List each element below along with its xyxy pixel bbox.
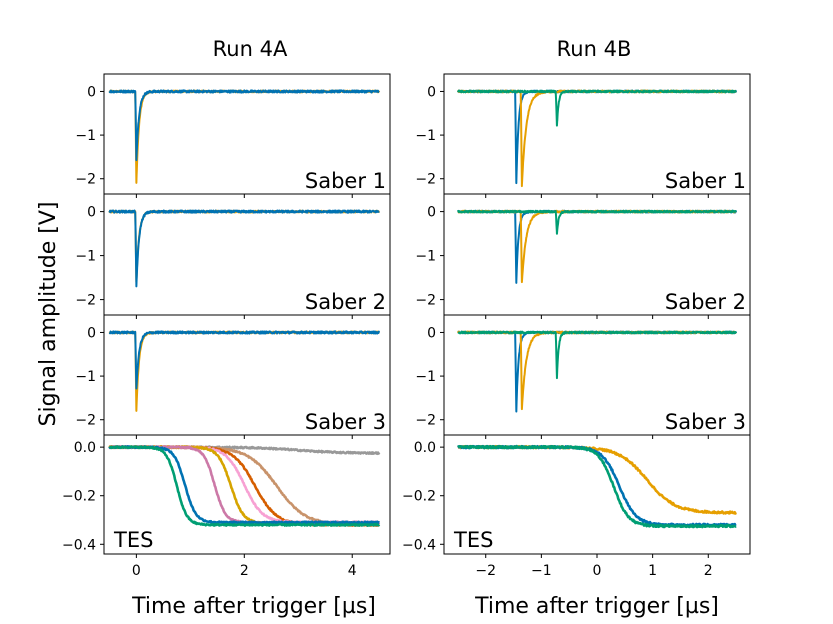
series-group bbox=[108, 445, 381, 527]
column-title-run-4a: Run 4A bbox=[213, 37, 288, 61]
series-line-green bbox=[457, 444, 737, 529]
y-tick-label: −1 bbox=[415, 128, 436, 144]
column-title-run-4b: Run 4B bbox=[557, 37, 632, 61]
panel-frame bbox=[103, 434, 391, 555]
panel-label: Saber 3 bbox=[665, 410, 746, 434]
panels: 0 −1 −2 Saber 1 0 −1 −2 Saber 2 0 −1 −2 Saber 3 0.0 −… bbox=[62, 73, 751, 579]
y-tick-label: −1 bbox=[75, 369, 96, 385]
x-tick-label: 1 bbox=[648, 563, 657, 579]
series-line-green bbox=[457, 209, 737, 235]
y-tick-label: 0.0 bbox=[74, 440, 96, 456]
panel-0-2: 0 −1 −2 Saber 3 bbox=[75, 314, 391, 439]
y-tick-label: 0 bbox=[427, 325, 436, 341]
series-line-blue bbox=[457, 444, 737, 528]
panel-0-0: 0 −1 −2 Saber 1 bbox=[75, 73, 391, 198]
series-line-orange bbox=[108, 330, 380, 412]
series-line-orange bbox=[457, 444, 738, 515]
panel-1-1: 0 −1 −2 Saber 2 bbox=[415, 193, 751, 319]
y-tick-label: 0 bbox=[87, 205, 96, 221]
y-tick-label: 0 bbox=[427, 205, 436, 221]
series-group bbox=[457, 209, 738, 284]
x-tick-label: 0 bbox=[593, 563, 602, 579]
panel-label: TES bbox=[453, 528, 493, 552]
series-group bbox=[456, 330, 738, 413]
y-tick-label: −0.2 bbox=[402, 489, 436, 505]
panel-label: Saber 1 bbox=[305, 169, 386, 193]
series-line-orange bbox=[108, 209, 381, 284]
series-line-blue bbox=[108, 209, 380, 288]
series-line-blue bbox=[108, 89, 380, 162]
y-tick-label: −1 bbox=[415, 249, 436, 265]
y-tick-label: −2 bbox=[75, 172, 96, 188]
series-group bbox=[108, 209, 381, 288]
y-tick-label: −2 bbox=[415, 172, 436, 188]
x-tick-label: −1 bbox=[531, 563, 552, 579]
series-line-blue bbox=[108, 330, 381, 390]
panel-1-0: 0 −1 −2 Saber 1 bbox=[415, 73, 751, 198]
y-tick-label: 0 bbox=[427, 84, 436, 100]
x-tick-label: 2 bbox=[704, 563, 713, 579]
panel-label: Saber 2 bbox=[665, 290, 746, 314]
series-line-orange bbox=[456, 330, 737, 411]
series-line-green bbox=[457, 89, 737, 127]
panel-label: TES bbox=[113, 528, 153, 552]
x-tick-label: 2 bbox=[240, 563, 249, 579]
y-tick-label: −1 bbox=[75, 249, 96, 265]
series-line-green bbox=[457, 330, 738, 380]
x-tick-label: −2 bbox=[475, 563, 496, 579]
x-tick-label: 0 bbox=[132, 563, 141, 579]
y-tick-label: −2 bbox=[75, 293, 96, 309]
series-line-orange bbox=[457, 209, 737, 284]
series-group bbox=[108, 89, 381, 184]
y-tick-label: −0.2 bbox=[62, 489, 96, 505]
panel-label: Saber 3 bbox=[305, 410, 386, 434]
y-tick-label: 0 bbox=[87, 84, 96, 100]
panel-1-2: 0 −1 −2 Saber 3 bbox=[415, 314, 751, 439]
x-tick-label: 4 bbox=[348, 563, 357, 579]
series-group bbox=[457, 444, 738, 529]
series-line-lightpink bbox=[108, 445, 380, 525]
y-tick-label: −1 bbox=[75, 128, 96, 144]
y-tick-label: −2 bbox=[75, 413, 96, 429]
x-axis-label-right: Time after trigger [µs] bbox=[474, 594, 719, 619]
y-tick-label: −2 bbox=[415, 413, 436, 429]
y-tick-label: −2 bbox=[415, 293, 436, 309]
y-tick-label: −0.4 bbox=[402, 537, 436, 553]
panel-1-3: 0.0 −0.2 −0.4 −2 −1 0 1 2 TES bbox=[402, 434, 751, 579]
panel-0-3: 0.0 −0.2 −0.4 0 2 4 TES bbox=[62, 434, 391, 579]
series-line-blue bbox=[457, 209, 738, 284]
series-group bbox=[108, 330, 381, 412]
y-axis-label: Signal amplitude [V] bbox=[36, 202, 61, 427]
panel-label: Saber 1 bbox=[665, 169, 746, 193]
y-tick-label: −1 bbox=[415, 369, 436, 385]
series-group bbox=[456, 89, 738, 188]
x-axis-label-left: Time after trigger [µs] bbox=[131, 594, 376, 619]
series-line-blue bbox=[457, 330, 738, 413]
y-tick-label: 0.0 bbox=[414, 440, 436, 456]
y-tick-label: 0 bbox=[87, 325, 96, 341]
series-line-green bbox=[108, 445, 381, 527]
panel-0-1: 0 −1 −2 Saber 2 bbox=[75, 193, 391, 319]
panel-label: Saber 2 bbox=[305, 290, 386, 314]
y-tick-label: −0.4 bbox=[62, 537, 96, 553]
